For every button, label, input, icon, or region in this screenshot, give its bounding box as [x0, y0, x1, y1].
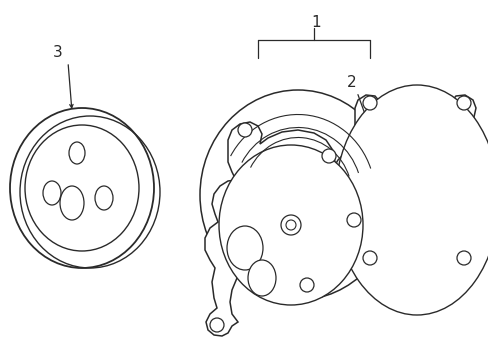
Ellipse shape [247, 260, 275, 296]
Circle shape [299, 278, 313, 292]
Circle shape [209, 318, 224, 332]
Circle shape [456, 251, 470, 265]
Circle shape [346, 213, 360, 227]
Circle shape [321, 149, 335, 163]
Text: 1: 1 [310, 14, 320, 30]
Circle shape [285, 220, 295, 230]
Ellipse shape [334, 85, 488, 315]
Circle shape [456, 96, 470, 110]
Ellipse shape [60, 186, 84, 220]
Circle shape [238, 123, 251, 137]
Circle shape [281, 215, 301, 235]
Text: 2: 2 [346, 75, 356, 90]
Ellipse shape [69, 142, 85, 164]
Polygon shape [353, 95, 475, 268]
Circle shape [362, 96, 376, 110]
Text: 3: 3 [53, 45, 63, 59]
Ellipse shape [219, 145, 362, 305]
Ellipse shape [95, 186, 113, 210]
Ellipse shape [43, 181, 61, 205]
Ellipse shape [10, 108, 154, 268]
Circle shape [362, 251, 376, 265]
Ellipse shape [200, 90, 395, 300]
Ellipse shape [25, 125, 139, 251]
Polygon shape [204, 122, 363, 336]
Ellipse shape [226, 226, 263, 270]
